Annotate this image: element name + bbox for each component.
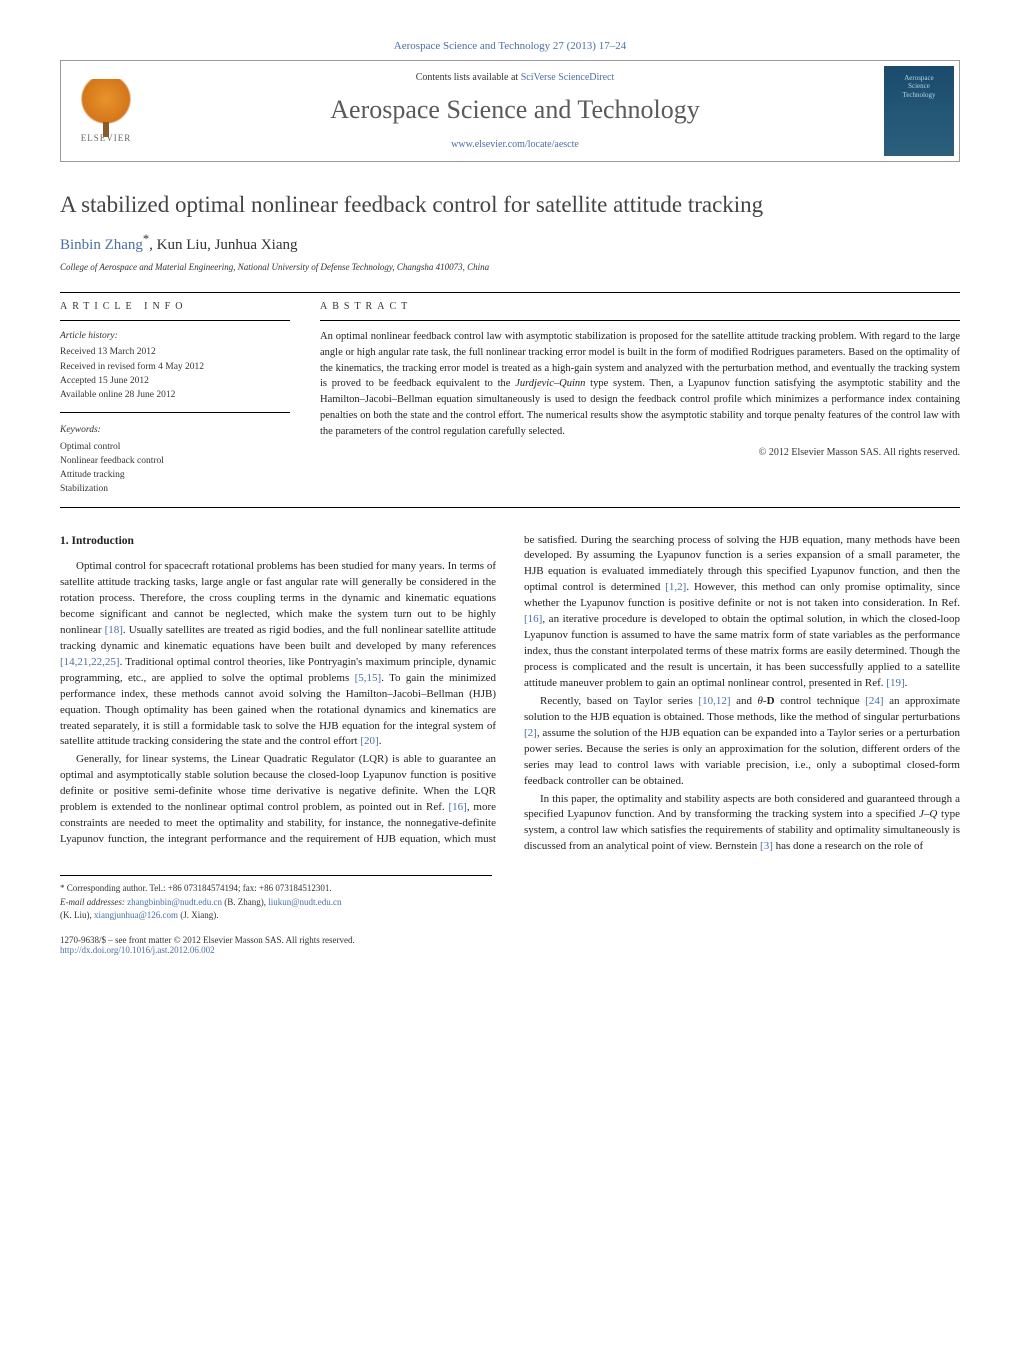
divider-top (60, 292, 960, 293)
email-link-3[interactable]: xiangjunhua@126.com (94, 910, 178, 920)
keyword-3: Attitude tracking (60, 468, 290, 482)
article-history: Article history: Received 13 March 2012 … (60, 329, 290, 497)
doi-link[interactable]: http://dx.doi.org/10.1016/j.ast.2012.06.… (60, 945, 215, 955)
contents-prefix: Contents lists available at (416, 72, 521, 83)
affiliation: College of Aerospace and Material Engine… (60, 262, 960, 272)
history-online: Available online 28 June 2012 (60, 388, 290, 402)
author-link-1[interactable]: Binbin Zhang (60, 237, 143, 253)
article-title: A stabilized optimal nonlinear feedback … (60, 192, 960, 218)
journal-url[interactable]: www.elsevier.com/locate/aescte (171, 139, 859, 150)
article-info-label: ARTICLE INFO (60, 301, 290, 312)
email-name-1: (B. Zhang), (224, 897, 266, 907)
info-divider (60, 320, 290, 321)
keywords-head: Keywords: (60, 423, 290, 437)
doi-block: 1270-9638/$ – see front matter © 2012 El… (60, 935, 492, 955)
abstract-label: ABSTRACT (320, 301, 960, 312)
issn-line: 1270-9638/$ – see front matter © 2012 El… (60, 935, 492, 945)
corr-text: Corresponding author. Tel.: +86 07318457… (67, 883, 332, 893)
journal-cover-thumbnail: Aerospace Science Technology (884, 66, 954, 156)
cover-text-1: Aerospace (904, 74, 934, 82)
keyword-2: Nonlinear feedback control (60, 454, 290, 468)
divider-bottom (60, 507, 960, 508)
email-name-2: (K. Liu), (60, 910, 92, 920)
paragraph-3: Recently, based on Taylor series [10,12]… (524, 694, 960, 790)
history-revised: Received in revised form 4 May 2012 (60, 360, 290, 374)
authors: Binbin Zhang*, Kun Liu, Junhua Xiang (60, 232, 960, 254)
abstract-divider (320, 320, 960, 321)
abstract-text: An optimal nonlinear feedback control la… (320, 329, 960, 439)
paragraph-4: In this paper, the optimality and stabil… (524, 792, 960, 856)
header-center: Contents lists available at SciVerse Sci… (151, 62, 879, 160)
journal-header: ELSEVIER Contents lists available at Sci… (60, 60, 960, 162)
article-info-column: ARTICLE INFO Article history: Received 1… (60, 301, 290, 497)
keyword-4: Stabilization (60, 482, 290, 496)
info-abstract-row: ARTICLE INFO Article history: Received 1… (60, 301, 960, 497)
journal-reference: Aerospace Science and Technology 27 (201… (60, 40, 960, 52)
keywords-divider (60, 412, 290, 413)
history-received: Received 13 March 2012 (60, 345, 290, 359)
email-link-1[interactable]: zhangbinbin@nudt.edu.cn (127, 897, 222, 907)
elsevier-logo: ELSEVIER (61, 61, 151, 161)
cover-text-3: Technology (903, 91, 936, 99)
journal-name: Aerospace Science and Technology (171, 95, 859, 125)
authors-rest: , Kun Liu, Junhua Xiang (149, 237, 297, 253)
contents-available: Contents lists available at SciVerse Sci… (171, 72, 859, 83)
keyword-1: Optimal control (60, 440, 290, 454)
email-link-2[interactable]: liukun@nudt.edu.cn (268, 897, 341, 907)
abstract-column: ABSTRACT An optimal nonlinear feedback c… (320, 301, 960, 497)
cover-text-2: Science (908, 82, 930, 90)
intro-heading: 1. Introduction (60, 533, 496, 550)
body-text: 1. Introduction Optimal control for spac… (60, 533, 960, 856)
sciencedirect-link[interactable]: SciVerse ScienceDirect (521, 72, 615, 83)
elsevier-tree-icon (81, 79, 131, 129)
email-label: E-mail addresses: (60, 897, 125, 907)
corresponding-author-footer: * Corresponding author. Tel.: +86 073184… (60, 875, 492, 923)
paragraph-1: Optimal control for spacecraft rotationa… (60, 559, 496, 750)
history-head: Article history: (60, 329, 290, 343)
email-name-3: (J. Xiang). (180, 910, 218, 920)
copyright-line: © 2012 Elsevier Masson SAS. All rights r… (320, 447, 960, 458)
history-accepted: Accepted 15 June 2012 (60, 374, 290, 388)
